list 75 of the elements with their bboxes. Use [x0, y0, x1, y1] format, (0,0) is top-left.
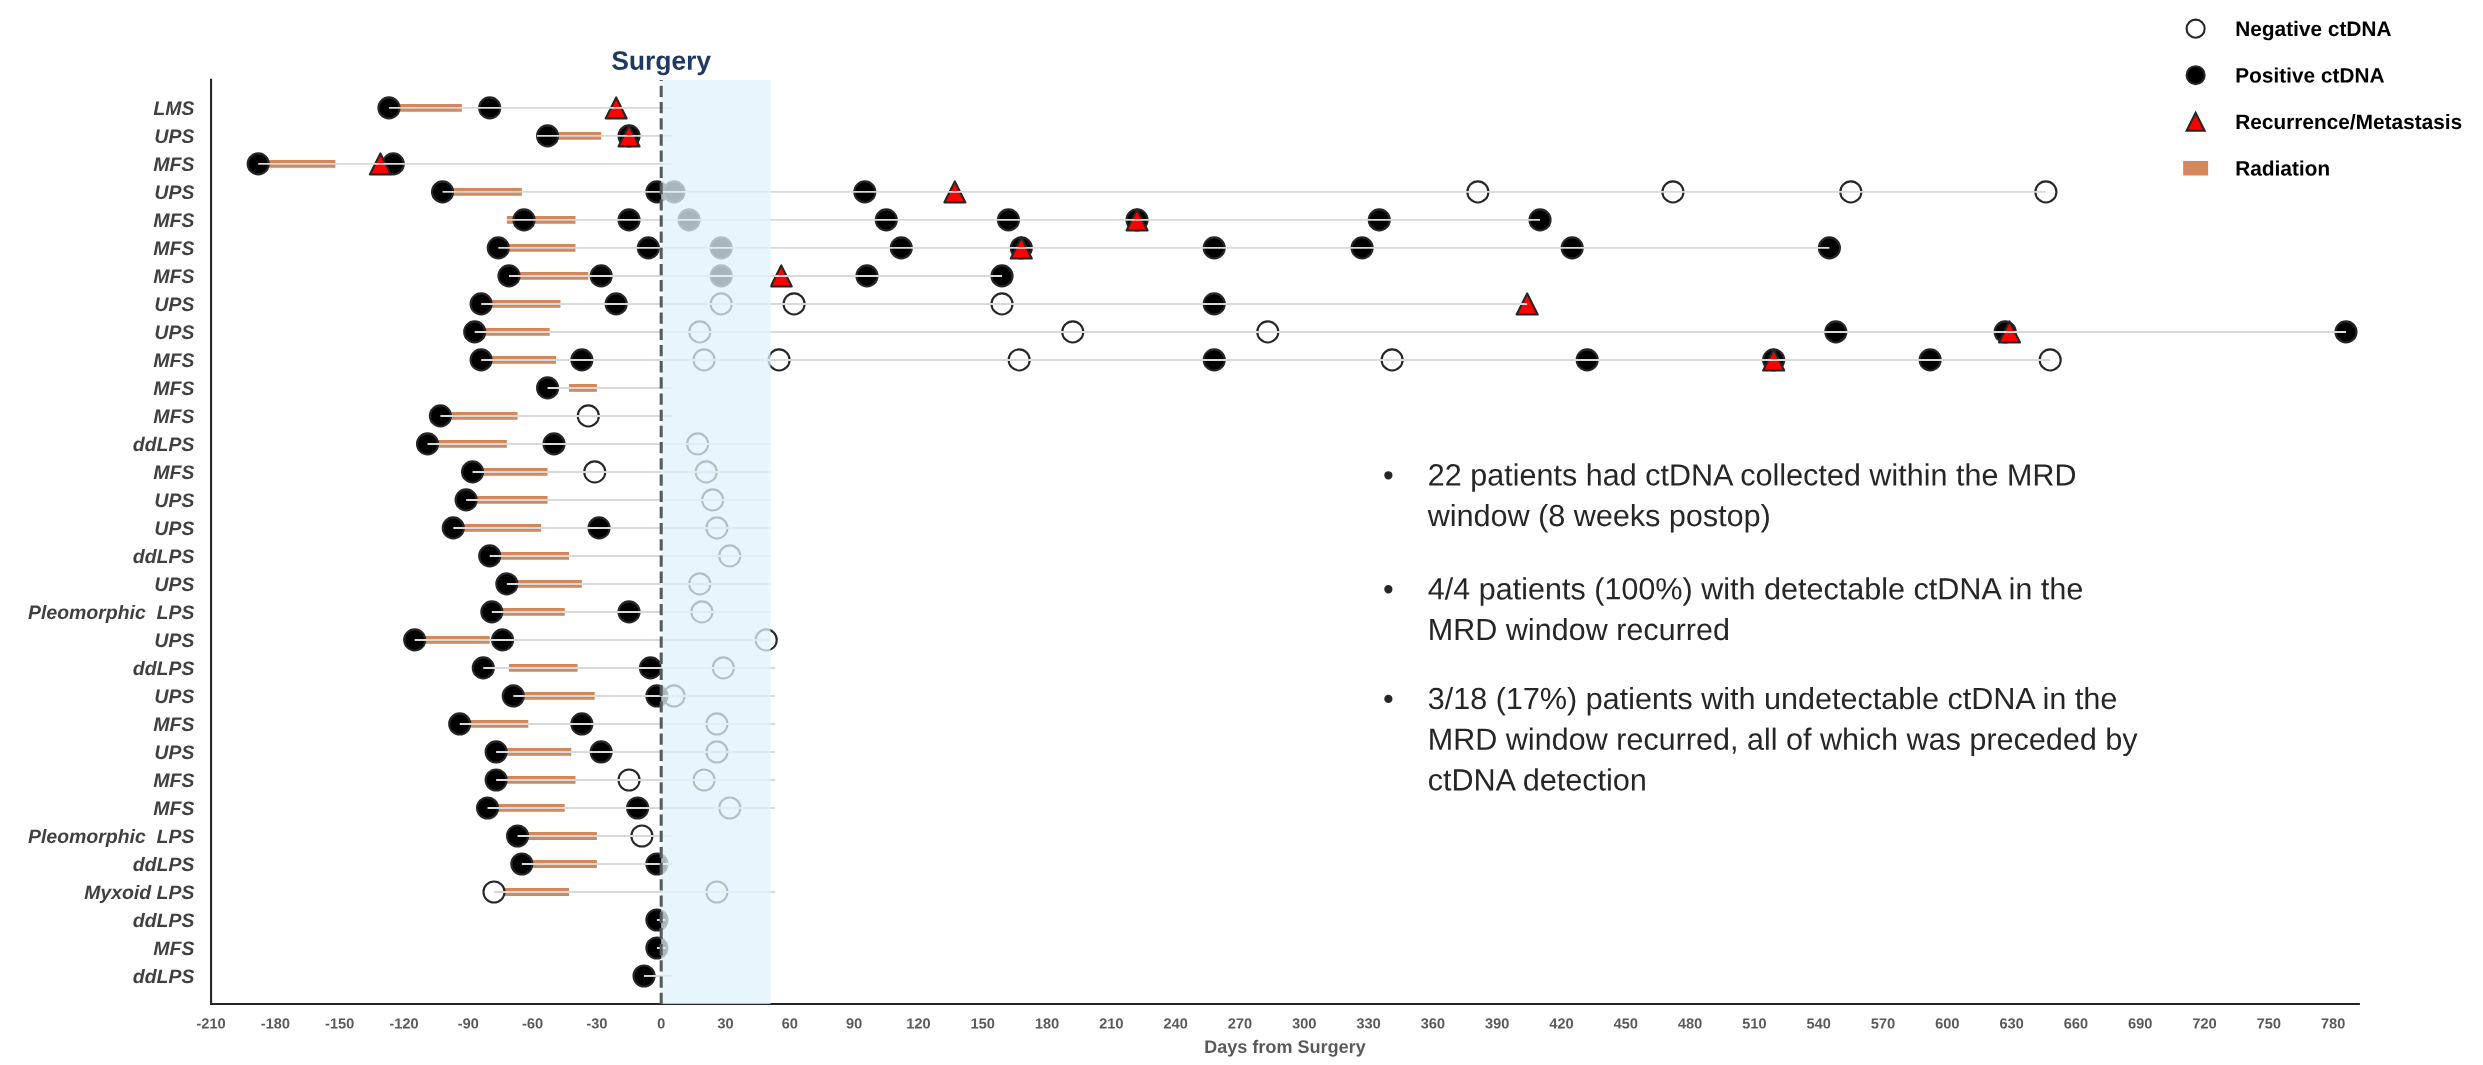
- x-tick-label: 660: [2064, 1018, 2088, 1029]
- y-tick-label: MFS: [153, 941, 195, 956]
- y-tick-label: UPS: [155, 521, 195, 536]
- y-tick-label: ddLPS: [133, 912, 195, 928]
- x-tick-label: -150: [325, 1018, 354, 1029]
- x-tick-label: -30: [586, 1018, 607, 1029]
- x-tick-label: -180: [261, 1018, 290, 1029]
- y-tick-label: UPS: [155, 325, 195, 340]
- y-tick-label: MFS: [153, 773, 195, 788]
- x-tick-label: 210: [1099, 1018, 1123, 1029]
- x-tick-label: 360: [1421, 1018, 1445, 1029]
- legend-label: Positive ctDNA: [2236, 67, 2385, 83]
- x-tick-label: 0: [657, 1018, 665, 1029]
- y-tick-label: ddLPS: [133, 548, 195, 564]
- y-tick-label: Pleomorphic LPS: [28, 828, 195, 848]
- y-tick-label: UPS: [155, 633, 195, 648]
- x-tick-label: 60: [782, 1018, 798, 1029]
- y-tick-label: MFS: [153, 241, 195, 256]
- y-tick-label: MFS: [153, 157, 195, 172]
- y-tick-label: UPS: [155, 745, 195, 760]
- x-tick-label: 120: [907, 1018, 930, 1029]
- y-tick-label: MFS: [153, 465, 195, 480]
- y-tick-label: Pleomorphic LPS: [28, 604, 195, 624]
- x-tick-label: 780: [2321, 1018, 2345, 1029]
- x-tick-label: -210: [197, 1018, 226, 1029]
- y-tick-label: UPS: [155, 297, 195, 312]
- x-tick-label: 450: [1613, 1018, 1638, 1029]
- y-tick-label: ddLPS: [133, 660, 195, 676]
- x-tick-label: 720: [2192, 1018, 2217, 1029]
- x-tick-label: 420: [1549, 1018, 1574, 1029]
- x-tick-label: 480: [1678, 1018, 1702, 1029]
- x-tick-label: -90: [458, 1018, 479, 1029]
- y-tick-label: MFS: [153, 381, 195, 396]
- x-tick-label: 90: [846, 1018, 862, 1029]
- x-tick-label: 30: [717, 1018, 734, 1029]
- y-tick-label: UPS: [155, 577, 195, 592]
- x-tick-label: 570: [1871, 1018, 1895, 1029]
- legend-label: Negative ctDNA: [2236, 20, 2391, 41]
- y-tick-label: UPS: [155, 689, 195, 704]
- x-tick-label: 240: [1163, 1018, 1188, 1029]
- y-tick-label: MFS: [153, 409, 195, 424]
- y-tick-label: ddLPS: [133, 968, 195, 984]
- x-tick-label: 510: [1742, 1018, 1766, 1029]
- legend-label: Recurrence/Metastasis: [2236, 113, 2462, 130]
- y-tick-label: MFS: [153, 717, 195, 732]
- x-tick-label: 390: [1485, 1018, 1509, 1029]
- x-tick-label: 540: [1806, 1018, 1831, 1029]
- x-tick-label: 150: [971, 1018, 995, 1029]
- y-tick-label: MFS: [153, 213, 195, 228]
- y-tick-label: LMS: [153, 101, 195, 116]
- x-tick-label: 270: [1228, 1018, 1252, 1029]
- legend-label: Radiation: [2236, 160, 2329, 176]
- y-tick-label: MFS: [153, 353, 195, 368]
- x-tick-label: 330: [1356, 1018, 1381, 1029]
- x-tick-label: 180: [1035, 1018, 1059, 1029]
- y-tick-label: MFS: [153, 801, 195, 816]
- x-tick-label: 690: [2128, 1018, 2152, 1029]
- y-tick-label: UPS: [155, 129, 195, 144]
- ref-line-label: Surgery: [612, 51, 711, 76]
- x-tick-label: 600: [1935, 1018, 1959, 1029]
- x-tick-label: -60: [522, 1018, 543, 1029]
- y-tick-label: UPS: [155, 185, 195, 200]
- y-tick-label: Myxoid LPS: [84, 884, 195, 904]
- x-tick-label: 750: [2257, 1018, 2281, 1029]
- x-tick-label: 630: [1999, 1018, 2024, 1029]
- text: • 22 patients had ctDNA collected within the MRD window (8 weeks postop): [1384, 463, 2076, 533]
- y-tick-label: MFS: [153, 269, 195, 284]
- annotation: • 3/18 (17%) patients with undetectable ctDNA in the MRD window recurred, all of which was preceded by ctDNA detection: [1384, 686, 2138, 791]
- x-axis-title: Days from Surgery: [1205, 1039, 1366, 1057]
- annotation: • 4/4 patients (100%) with detectable ctDNA in the MRD window recurred: [1384, 577, 2082, 641]
- y-tick-label: ddLPS: [133, 436, 195, 452]
- y-tick-label: UPS: [155, 493, 195, 508]
- x-tick-label: 300: [1292, 1018, 1316, 1029]
- x-tick-label: -120: [389, 1018, 418, 1029]
- y-tick-label: ddLPS: [133, 856, 195, 872]
